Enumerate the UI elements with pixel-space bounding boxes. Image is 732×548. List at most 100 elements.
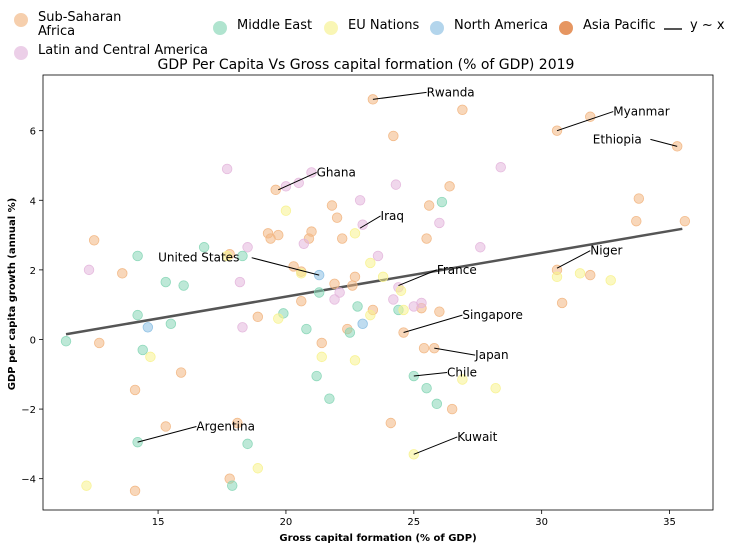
y-axis-label: GDP per capita growth (annual %) — [7, 198, 18, 390]
point-latin-and-central-america-18 — [416, 297, 427, 309]
point-middle-east-5 — [165, 318, 177, 330]
annotation-argentina: Argentina — [196, 419, 255, 433]
plot-frame — [42, 74, 714, 511]
point-eu-nations-19 — [605, 275, 616, 286]
annotation-line-japan — [434, 347, 476, 356]
point-sub-saharan-africa-27 — [349, 271, 361, 283]
point-latin-and-central-america-10 — [334, 287, 345, 298]
point-middle-east-22 — [436, 196, 448, 208]
point-north-america-2 — [357, 318, 368, 330]
point-sub-saharan-africa-46 — [585, 269, 596, 281]
legend-label-asia-pacific: Asia Pacific — [583, 18, 656, 33]
annotation-line-united-states — [251, 257, 320, 276]
annotation-rwanda: Rwanda — [427, 85, 475, 99]
point-latin-and-central-america-15 — [390, 179, 402, 190]
point-middle-east-17 — [352, 301, 363, 312]
point-sub-saharan-africa-24 — [336, 233, 348, 244]
point-sub-saharan-africa-6 — [175, 367, 187, 378]
annotation-line-myanmar — [556, 111, 614, 132]
point-sub-saharan-africa-45 — [585, 111, 596, 122]
legend-marker-latin-america — [14, 46, 28, 60]
point-middle-east-9 — [237, 250, 248, 262]
point-eu-nations-0 — [81, 480, 92, 491]
point-sub-saharan-africa-5 — [160, 421, 171, 432]
point-eu-nations-4 — [280, 205, 292, 216]
annotation-line-ethiopia — [650, 138, 678, 147]
point-latin-and-central-america-14 — [388, 294, 399, 305]
point-latin-and-central-america-1 — [221, 163, 233, 175]
point-middle-east-4 — [160, 276, 171, 288]
annotation-kuwait: Kuwait — [457, 430, 497, 444]
point-sub-saharan-africa-41 — [457, 104, 468, 116]
point-sub-saharan-africa-39 — [444, 181, 455, 192]
point-sub-saharan-africa-35 — [421, 233, 432, 244]
legend-marker-north-america — [430, 21, 444, 35]
trendline — [65, 227, 683, 336]
point-sub-saharan-africa-23 — [331, 212, 343, 223]
annotation-line-chile — [413, 372, 448, 377]
annotation-line-ghana — [278, 171, 317, 191]
point-latin-and-central-america-7 — [298, 238, 310, 249]
x-tick-label-1: 20 — [280, 517, 293, 528]
annotation-line-kuwait — [413, 436, 458, 455]
point-sub-saharan-africa-47 — [631, 215, 642, 227]
legend-item-asia-pacific: Asia Pacific — [559, 19, 656, 35]
point-middle-east-16 — [344, 327, 356, 338]
annotation-myanmar: Myanmar — [613, 105, 669, 119]
legend-item-north-america: North America — [430, 19, 548, 35]
point-north-america-1 — [313, 269, 325, 281]
point-latin-and-central-america-11 — [354, 195, 366, 206]
legend: Sub-Saharan Africa Latin and Central Ame… — [0, 0, 732, 60]
point-middle-east-12 — [301, 323, 312, 335]
point-latin-and-central-america-21 — [495, 162, 506, 173]
point-sub-saharan-africa-21 — [326, 200, 338, 211]
point-eu-nations-8 — [349, 355, 361, 366]
point-sub-saharan-africa-3 — [129, 384, 141, 396]
point-eu-nations-16 — [490, 383, 501, 394]
point-eu-nations-11 — [377, 271, 389, 283]
point-latin-and-central-america-12 — [357, 219, 368, 230]
x-tick-label-2: 25 — [407, 517, 420, 528]
y-tick-label-2: 0 — [30, 335, 36, 346]
point-latin-and-central-america-20 — [475, 242, 486, 253]
point-latin-and-central-america-0 — [83, 264, 95, 276]
legend-item-trendline: y ~ x — [664, 19, 725, 33]
annotation-line-singapore — [403, 314, 463, 333]
point-sub-saharan-africa-22 — [329, 278, 340, 290]
point-eu-nations-18 — [574, 268, 586, 279]
point-latin-and-central-america-2 — [234, 276, 246, 288]
point-sub-saharan-africa-30 — [385, 417, 396, 429]
point-eu-nations-15 — [457, 374, 468, 385]
annotations-layer: Rwanda Myanmar Ethiopia Ghana Iraq United Sta… — [137, 85, 678, 455]
legend-label-trendline: y ~ x — [690, 18, 725, 33]
point-sub-saharan-africa-19 — [306, 226, 317, 237]
point-middle-east-15 — [324, 393, 335, 404]
legend-label-middle-east: Middle East — [237, 18, 313, 33]
x-axis-label: Gross capital formation (% of GDP) — [279, 533, 476, 544]
x-tick-label-4: 35 — [663, 517, 676, 528]
y-tick-label-4: 4 — [30, 196, 36, 207]
point-middle-east-8 — [227, 480, 238, 491]
point-latin-and-central-america-4 — [242, 242, 253, 253]
point-sub-saharan-africa-40 — [446, 403, 458, 415]
trendline-layer — [65, 227, 683, 336]
point-sub-saharan-africa-38 — [434, 306, 445, 317]
point-sub-saharan-africa-10 — [252, 311, 264, 323]
point-sub-saharan-africa-13 — [270, 184, 281, 196]
point-eu-nations-10 — [365, 257, 376, 269]
point-latin-and-central-america-19 — [434, 217, 445, 229]
annotation-line-france — [398, 269, 438, 287]
point-sub-saharan-africa-2 — [117, 268, 128, 279]
legend-item-sub-saharan-africa: Sub-Saharan Africa — [14, 11, 121, 39]
annotation-france: France — [437, 263, 477, 277]
legend-item-middle-east: Middle East — [213, 19, 312, 35]
point-middle-east-20 — [421, 383, 432, 394]
point-sub-saharan-africa-36 — [423, 200, 435, 211]
point-north-america-0 — [142, 322, 154, 333]
x-tick-label-0: 15 — [152, 517, 165, 528]
annotation-japan: Japan — [474, 348, 508, 362]
point-middle-east-0 — [60, 336, 72, 347]
point-middle-east-21 — [431, 398, 443, 410]
legend-label-eu-nations: EU Nations — [348, 18, 420, 33]
annotation-line-iraq — [359, 215, 381, 229]
